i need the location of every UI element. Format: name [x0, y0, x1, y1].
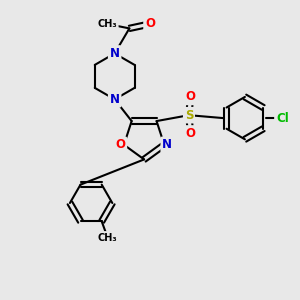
- Text: O: O: [116, 138, 125, 151]
- Text: CH₃: CH₃: [98, 19, 117, 29]
- Text: S: S: [185, 109, 193, 122]
- Text: N: N: [162, 138, 172, 151]
- Text: Cl: Cl: [276, 112, 289, 124]
- Text: O: O: [145, 17, 155, 31]
- Text: O: O: [185, 127, 195, 140]
- Text: CH₃: CH₃: [98, 232, 117, 243]
- Text: O: O: [185, 90, 195, 104]
- Text: N: N: [110, 93, 120, 106]
- Text: N: N: [110, 47, 120, 60]
